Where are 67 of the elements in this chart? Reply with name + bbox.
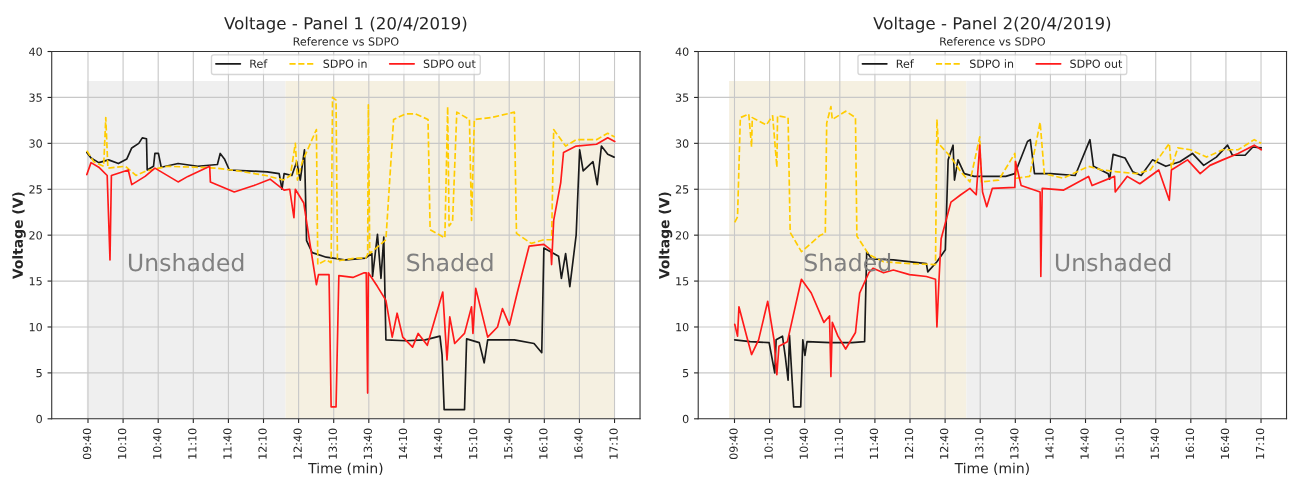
x-tick-label: 15:10: [1115, 428, 1124, 459]
legend-label: SDPO in: [323, 59, 367, 68]
y-tick-label: 25: [675, 185, 689, 194]
y-tick-label: 0: [36, 414, 42, 424]
x-tick-label: 17:10: [609, 428, 618, 459]
y-tick-label: 0: [682, 414, 689, 424]
x-tick-label: 10:10: [764, 428, 773, 459]
x-tick-label: 16:10: [539, 428, 548, 459]
legend-label: Ref: [250, 59, 268, 68]
chart-title: Voltage - Panel 2(20/4/2019): [873, 16, 1111, 33]
x-tick-label: 14:10: [1045, 428, 1054, 459]
x-tick-label: 14:40: [1080, 428, 1089, 459]
x-tick-label: 16:10: [1185, 428, 1195, 459]
x-axis-title: Time (min): [954, 462, 1029, 476]
x-tick-label: 15:10: [468, 428, 478, 459]
y-axis-title: Voltage (V): [658, 192, 673, 280]
x-tick-label: 12:40: [939, 428, 949, 459]
x-tick-label: 09:40: [729, 428, 738, 460]
y-tick-label: 20: [29, 231, 42, 240]
y-tick-label: 35: [29, 93, 42, 102]
band-label: Shaded: [407, 253, 493, 272]
y-tick-label: 15: [676, 277, 689, 286]
x-tick-label: 13:40: [363, 428, 373, 459]
y-tick-label: 10: [676, 322, 689, 332]
x-tick-label: 16:40: [1220, 428, 1230, 459]
x-tick-label: 10:10: [117, 428, 127, 459]
x-tick-label: 12:10: [904, 428, 914, 459]
x-tick-label: 16:40: [574, 428, 583, 459]
x-tick-label: 11:40: [869, 428, 879, 459]
y-tick-label: 10: [29, 322, 42, 332]
band-label: Unshaded: [1055, 253, 1171, 272]
x-tick-label: 11:40: [223, 428, 232, 459]
chart-subtitle: Reference vs SDPO: [940, 37, 1045, 46]
x-tick-label: 14:10: [398, 428, 408, 459]
y-tick-label: 25: [29, 185, 42, 194]
y-axis-title: Voltage (V): [12, 192, 26, 280]
x-tick-label: 11:10: [188, 428, 197, 459]
y-tick-label: 40: [675, 47, 689, 56]
x-axis-title: Time (min): [308, 462, 383, 476]
y-tick-label: 35: [675, 93, 689, 102]
x-tick-label: 10:40: [799, 428, 808, 459]
y-tick-label: 5: [36, 369, 42, 378]
y-tick-label: 30: [29, 139, 42, 148]
band-label: Unshaded: [128, 253, 244, 272]
x-tick-label: 10:40: [153, 428, 162, 459]
y-tick-label: 40: [29, 47, 42, 56]
x-tick-label: 17:10: [1255, 428, 1265, 459]
x-tick-label: 12:40: [293, 428, 302, 459]
x-tick-label: 13:10: [328, 428, 337, 459]
chart-subtitle: Reference vs SDPO: [293, 37, 399, 46]
y-tick-label: 20: [675, 231, 689, 240]
x-tick-label: 12:10: [258, 428, 267, 459]
x-tick-label: 15:40: [1150, 428, 1159, 459]
x-tick-label: 13:40: [1010, 428, 1019, 459]
y-tick-label: 15: [29, 277, 42, 286]
legend-label: Ref: [896, 59, 914, 68]
chart-title: Voltage - Panel 1 (20/4/2019): [224, 16, 467, 33]
x-tick-label: 14:40: [433, 428, 443, 459]
legend-label: SDPO in: [970, 59, 1014, 68]
legend-label: SDPO out: [1070, 59, 1123, 68]
x-tick-label: 09:40: [82, 428, 92, 460]
y-tick-label: 5: [682, 369, 689, 378]
x-tick-label: 15:40: [504, 428, 513, 459]
x-tick-label: 11:10: [834, 428, 844, 459]
y-tick-label: 30: [675, 139, 689, 148]
legend-label: SDPO out: [423, 59, 476, 68]
x-tick-label: 13:10: [975, 428, 984, 459]
